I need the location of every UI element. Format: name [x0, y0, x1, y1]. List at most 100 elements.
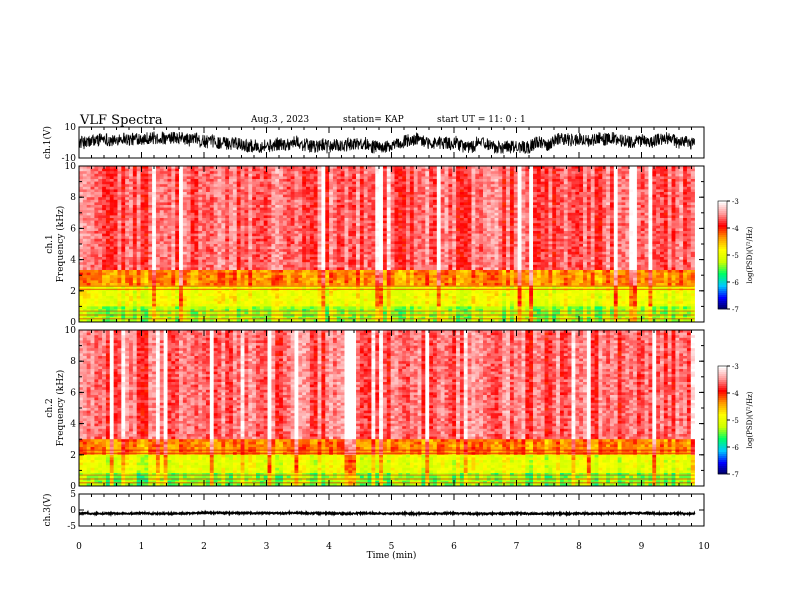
spectro-cell: [590, 171, 595, 175]
spectro-cell: [671, 192, 676, 195]
spectro-cell: [202, 244, 207, 247]
spectro-cell: [198, 192, 203, 195]
spectro-cell: [109, 212, 114, 216]
spectro-cell: [286, 228, 291, 232]
spectro-cell: [640, 197, 645, 201]
spectro-cell: [86, 223, 91, 227]
spectro-cell: [179, 205, 184, 208]
spectro-cell: [644, 236, 649, 240]
spectro-cell: [298, 199, 303, 203]
spectro-cell: [221, 207, 226, 211]
spectro-cell: [425, 181, 430, 185]
spectro-cell: [348, 179, 353, 182]
spectro-cell: [644, 225, 649, 229]
spectro-cell: [502, 220, 507, 224]
spectro-cell: [583, 179, 588, 182]
spectro-cell: [571, 171, 576, 175]
spectro-cell: [359, 179, 365, 182]
spectro-cell: [667, 233, 672, 237]
spectro-cell: [586, 241, 592, 245]
spectro-cell: [298, 189, 303, 193]
spectro-cell: [267, 212, 272, 216]
spectro-cell: [267, 238, 272, 242]
spectro-cell: [252, 197, 257, 201]
spectro-cell: [259, 199, 264, 203]
spectro-cell: [182, 218, 188, 221]
spectro-cell: [194, 238, 199, 242]
spectro-cell: [317, 215, 322, 219]
spectro-cell: [209, 244, 214, 247]
spectro-cell: [648, 228, 653, 232]
spectro-cell: [506, 223, 511, 227]
spectro-cell: [348, 189, 353, 193]
spectro-cell: [348, 220, 353, 224]
spectro-cell: [255, 168, 261, 172]
spectro-cell: [617, 181, 622, 185]
spectro-cell: [498, 210, 503, 214]
spectro-cell: [113, 197, 118, 201]
spectro-cell: [394, 236, 399, 240]
spectro-cell: [436, 225, 441, 229]
spectro-cell: [98, 194, 103, 198]
spectro-cell: [629, 210, 634, 214]
spectro-cell: [571, 166, 576, 169]
spectro-cell: [221, 236, 226, 240]
spectro-cell: [175, 176, 180, 180]
spectro-cell: [425, 184, 430, 188]
spectro-cell: [263, 176, 268, 180]
spectro-cell: [660, 238, 665, 242]
spectro-cell: [105, 212, 111, 216]
spectro-cell: [486, 168, 491, 172]
spectro-cell: [182, 231, 188, 234]
spectro-cell: [298, 207, 303, 211]
spectro-cell: [544, 189, 549, 193]
spectro-cell: [425, 202, 430, 206]
spectro-cell: [198, 244, 203, 247]
spectro-cell: [425, 179, 430, 182]
spectro-cell: [690, 207, 695, 211]
spectro-cell: [513, 215, 518, 219]
spectro-cell: [502, 184, 507, 188]
spectro-cell: [152, 231, 157, 234]
spectro-cell: [125, 189, 130, 193]
spectro-cell: [182, 194, 188, 198]
spectro-cell: [186, 225, 191, 229]
spectro-cell: [225, 225, 230, 229]
spectro-cell: [567, 207, 572, 211]
spectro-cell: [194, 189, 199, 193]
spectro-cell: [529, 233, 534, 237]
spectro-cell: [509, 225, 515, 229]
spectro-cell: [363, 212, 368, 216]
spectro-cell: [606, 194, 611, 198]
spectro-cell: [544, 197, 549, 201]
spectro-cell: [686, 238, 692, 242]
spectro-cell: [452, 212, 457, 216]
spectro-cell: [282, 199, 288, 203]
spectro-cell: [417, 225, 422, 229]
spectro-cell: [252, 215, 257, 219]
spectro-cell: [375, 181, 380, 185]
spectro-cell: [382, 202, 388, 206]
spectro-cell: [221, 181, 226, 185]
spectro-cell: [205, 197, 211, 201]
spectro-cell: [221, 223, 226, 227]
spectro-cell: [559, 184, 565, 188]
spectro-cell: [452, 223, 457, 227]
spectro-cell: [348, 186, 353, 190]
spectro-cell: [306, 233, 311, 237]
spectro-cell: [621, 220, 626, 224]
spectro-cell: [617, 173, 622, 177]
spectro-cell: [148, 210, 153, 214]
spectro-cell: [502, 181, 507, 185]
spectro-cell: [255, 194, 261, 198]
spectro-cell: [344, 181, 349, 185]
spectro-cell: [205, 233, 211, 237]
spectro-cell: [686, 205, 692, 208]
spectro-cell: [679, 215, 684, 219]
spectro-cell: [394, 233, 399, 237]
spectro-cell: [259, 231, 264, 234]
spectro-cell: [271, 207, 276, 211]
spectro-cell: [613, 189, 618, 193]
spectro-cell: [640, 207, 645, 211]
spectro-cell: [79, 205, 84, 208]
